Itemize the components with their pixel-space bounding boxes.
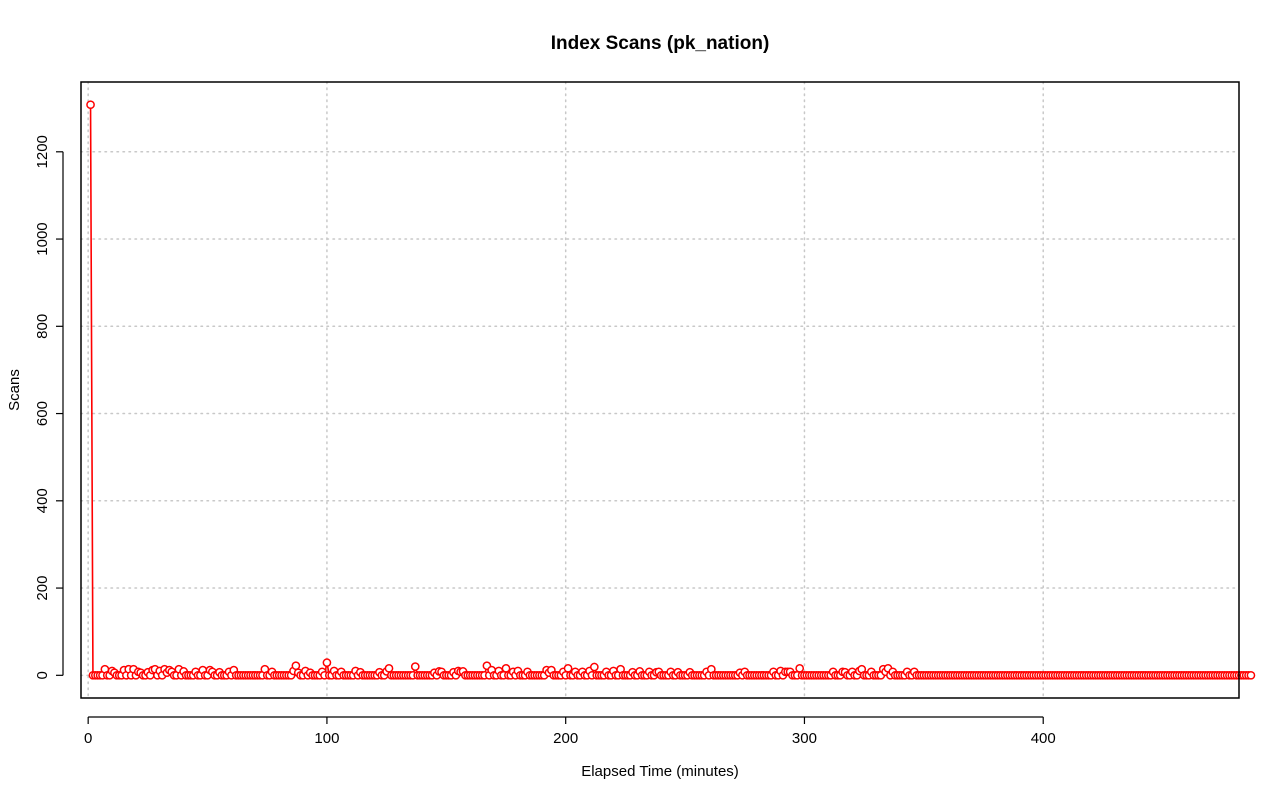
data-point	[86, 100, 95, 110]
data-point	[795, 663, 805, 673]
x-tick-label: 100	[314, 730, 339, 747]
series-layer	[86, 100, 1256, 680]
x-tick-label: 300	[792, 730, 817, 747]
y-tick-label: 1000	[34, 222, 51, 255]
y-tick-label: 600	[34, 401, 51, 426]
data-point	[291, 661, 301, 671]
axes-layer: 0 100 200 300 400 0 200 400 600 800 1000 1200	[34, 135, 1056, 747]
x-axis-label: Elapsed Time (minutes)	[581, 763, 739, 780]
x-tick-label: 400	[1031, 730, 1056, 747]
data-point	[501, 663, 511, 673]
x-tick-label: 0	[84, 730, 92, 747]
data-point	[410, 662, 420, 671]
y-axis-label: Scans	[6, 369, 23, 411]
data-point	[1246, 670, 1256, 680]
y-tick-label: 800	[34, 314, 51, 339]
plot-frame	[80, 81, 1240, 699]
data-point	[384, 663, 394, 673]
y-tick-label: 1200	[34, 135, 51, 168]
x-tick-label: 200	[553, 730, 578, 747]
y-tick-label: 200	[34, 576, 51, 601]
y-tick-label: 400	[34, 488, 51, 513]
data-point	[563, 663, 573, 673]
y-tick-label: 0	[34, 671, 51, 679]
data-point	[322, 658, 332, 668]
chart-title: Index Scans (pk_nation)	[551, 33, 770, 54]
data-point	[589, 662, 599, 672]
